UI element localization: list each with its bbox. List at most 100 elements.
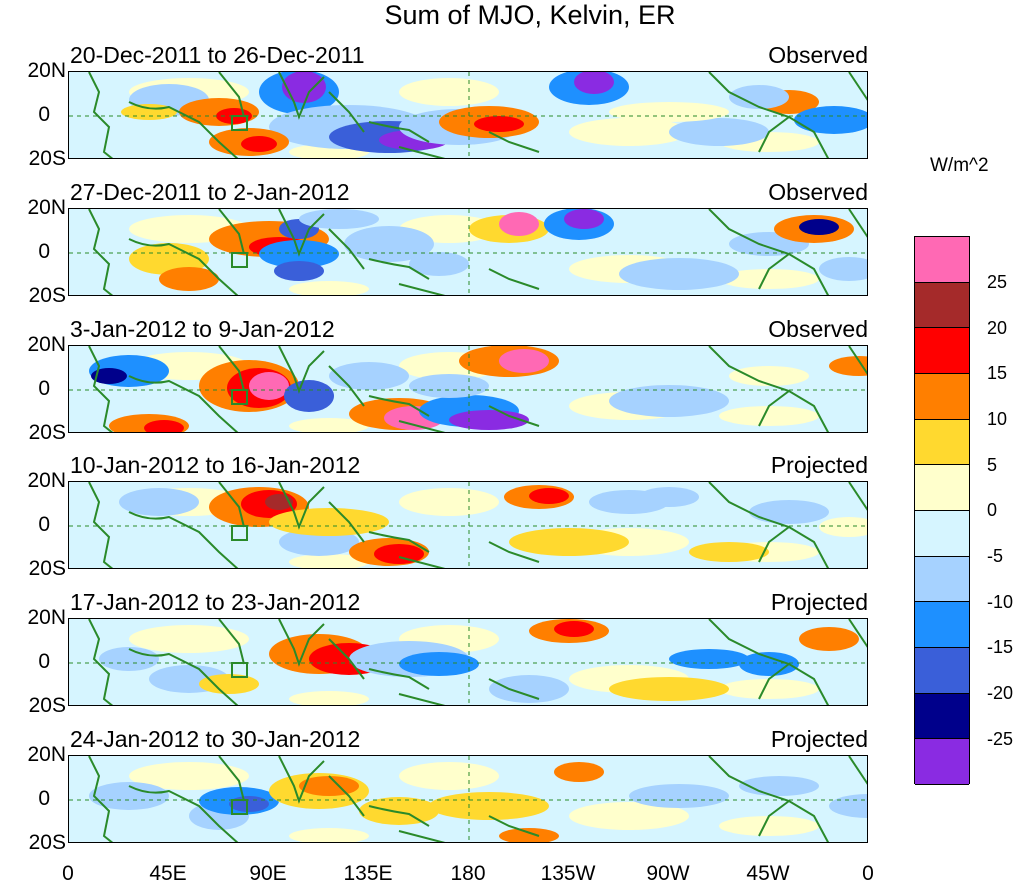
- colorbar-level-label: -10: [987, 591, 1014, 612]
- colorbar-level-label: 20: [987, 317, 1008, 338]
- colorbar-swatch: [915, 693, 969, 740]
- latitude-tick-label: 20S: [28, 421, 66, 444]
- anomaly-contour: [554, 762, 604, 782]
- anomaly-contour: [609, 677, 729, 701]
- anomaly-contour: [289, 281, 369, 295]
- anomaly-contour: [794, 106, 867, 134]
- anomaly-contour: [719, 679, 819, 699]
- anomaly-contour: [689, 542, 769, 562]
- longitude-tick-label: 45W: [746, 862, 790, 885]
- anomaly-contour: [574, 72, 614, 94]
- anomaly-contour: [249, 372, 289, 400]
- region-box: [231, 525, 248, 541]
- anomaly-contour: [499, 212, 539, 236]
- latitude-tick-label: 20N: [27, 333, 66, 356]
- anomaly-contour: [749, 500, 829, 524]
- panel-status: Projected: [770, 726, 868, 752]
- anomaly-contour: [399, 78, 499, 106]
- panel-date-range: 20-Dec-2011 to 26-Dec-2011: [70, 42, 365, 68]
- anomaly-contour: [144, 420, 184, 432]
- panel-date-range: 17-Jan-2012 to 23-Jan-2012: [70, 589, 361, 615]
- anomaly-contour: [159, 267, 219, 291]
- panel-date-range: 27-Dec-2011 to 2-Jan-2012: [70, 179, 350, 205]
- anomaly-contour: [399, 652, 479, 676]
- anomaly-contour: [289, 691, 369, 705]
- longitude-tick-label: 0: [62, 862, 74, 885]
- coastline: [88, 482, 867, 568]
- latitude-tick-label: 20S: [28, 147, 66, 170]
- region-box: [231, 662, 248, 678]
- colorbar-swatch: [915, 419, 969, 466]
- latitude-tick-label: 20N: [27, 606, 66, 629]
- anomaly-contour: [99, 647, 159, 671]
- anomaly-contour: [299, 209, 379, 229]
- anomaly-contour: [639, 487, 699, 507]
- latitude-tick-label: 0: [38, 787, 50, 810]
- latitude-tick-label: 20S: [28, 284, 66, 307]
- map-panel: [68, 208, 868, 296]
- coastline: [88, 209, 867, 295]
- colorbar-level-label: -25: [987, 728, 1014, 749]
- colorbar-swatch: [915, 556, 969, 603]
- colorbar-swatch: [915, 647, 969, 694]
- colorbar-swatch: [915, 373, 969, 420]
- anomaly-contour: [129, 762, 249, 790]
- colorbar: [914, 236, 970, 785]
- colorbar-level-label: -15: [987, 637, 1014, 658]
- latitude-tick-label: 0: [38, 103, 50, 126]
- anomaly-contour: [729, 366, 809, 386]
- colorbar-swatch: [915, 510, 969, 557]
- region-box: [231, 799, 248, 815]
- anomaly-contour: [289, 828, 369, 842]
- latitude-tick-label: 20N: [27, 743, 66, 766]
- longitude-tick-label: 135W: [540, 862, 596, 885]
- anomaly-contour: [669, 118, 769, 146]
- anomaly-contour: [399, 762, 499, 790]
- anomaly-contour: [399, 488, 499, 516]
- map-panel: [68, 481, 868, 569]
- panel-status: Observed: [768, 179, 868, 205]
- anomaly-contour: [719, 269, 819, 289]
- longitude-tick-label: 90W: [646, 862, 690, 885]
- anomaly-contour: [274, 261, 324, 281]
- anomaly-contour: [89, 782, 169, 810]
- anomaly-contour: [729, 85, 789, 109]
- map-panel: [68, 618, 868, 706]
- latitude-tick-label: 20S: [28, 557, 66, 580]
- anomaly-contour: [229, 796, 269, 812]
- latitude-tick-label: 0: [38, 513, 50, 536]
- colorbar-level-label: 15: [987, 363, 1008, 384]
- panel-date-range: 24-Jan-2012 to 30-Jan-2012: [70, 726, 361, 752]
- anomaly-contour: [609, 385, 729, 417]
- colorbar-swatch: [915, 282, 969, 329]
- latitude-tick-label: 0: [38, 650, 50, 673]
- anomaly-contour: [241, 136, 277, 152]
- coastline: [88, 619, 867, 705]
- colorbar-level-label: 0: [987, 500, 998, 521]
- anomaly-map: [69, 209, 867, 295]
- anomaly-contour: [619, 258, 739, 290]
- anomaly-contour: [284, 380, 334, 412]
- anomaly-map: [69, 72, 867, 158]
- figure-title: Sum of MJO, Kelvin, ER: [384, 0, 676, 30]
- anomaly-contour: [554, 621, 594, 637]
- colorbar-unit-label: W/m^2: [930, 155, 989, 176]
- map-panel: [68, 345, 868, 433]
- panel-status: Observed: [768, 42, 868, 68]
- colorbar-swatch: [915, 237, 969, 283]
- latitude-tick-label: 20N: [27, 59, 66, 82]
- anomaly-contour: [719, 406, 819, 426]
- coastline: [88, 756, 867, 842]
- anomaly-contour: [799, 219, 839, 235]
- anomaly-contour: [669, 649, 749, 669]
- colorbar-level-label: -20: [987, 682, 1014, 703]
- colorbar-level-label: 10: [987, 408, 1008, 429]
- latitude-tick-label: 20N: [27, 469, 66, 492]
- colorbar-swatch: [915, 602, 969, 648]
- latitude-tick-label: 0: [38, 240, 50, 263]
- longitude-tick-label: 135E: [343, 862, 393, 885]
- longitude-tick-label: 90E: [249, 862, 287, 885]
- anomaly-contour: [489, 675, 569, 703]
- colorbar-swatch: [915, 328, 969, 374]
- anomaly-contour: [719, 816, 819, 836]
